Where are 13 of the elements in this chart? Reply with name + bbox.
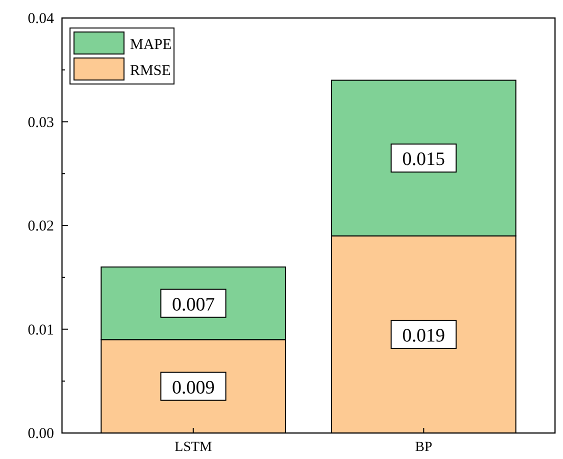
data-label: 0.015 [402, 149, 446, 170]
data-label: 0.007 [172, 294, 215, 316]
y-tick-label: 0.01 [28, 322, 54, 338]
y-tick-label: 0.00 [28, 426, 54, 442]
data-label: 0.009 [172, 377, 215, 398]
legend-label: MAPE [130, 37, 172, 53]
legend-label: RMSE [130, 63, 171, 79]
y-tick-label: 0.02 [28, 218, 54, 234]
data-label: 0.019 [402, 325, 446, 346]
x-tick-label: BP [415, 440, 432, 455]
y-tick-label: 0.04 [28, 11, 54, 27]
x-tick-label: LSTM [174, 440, 213, 455]
y-tick-label: 0.03 [28, 114, 54, 131]
